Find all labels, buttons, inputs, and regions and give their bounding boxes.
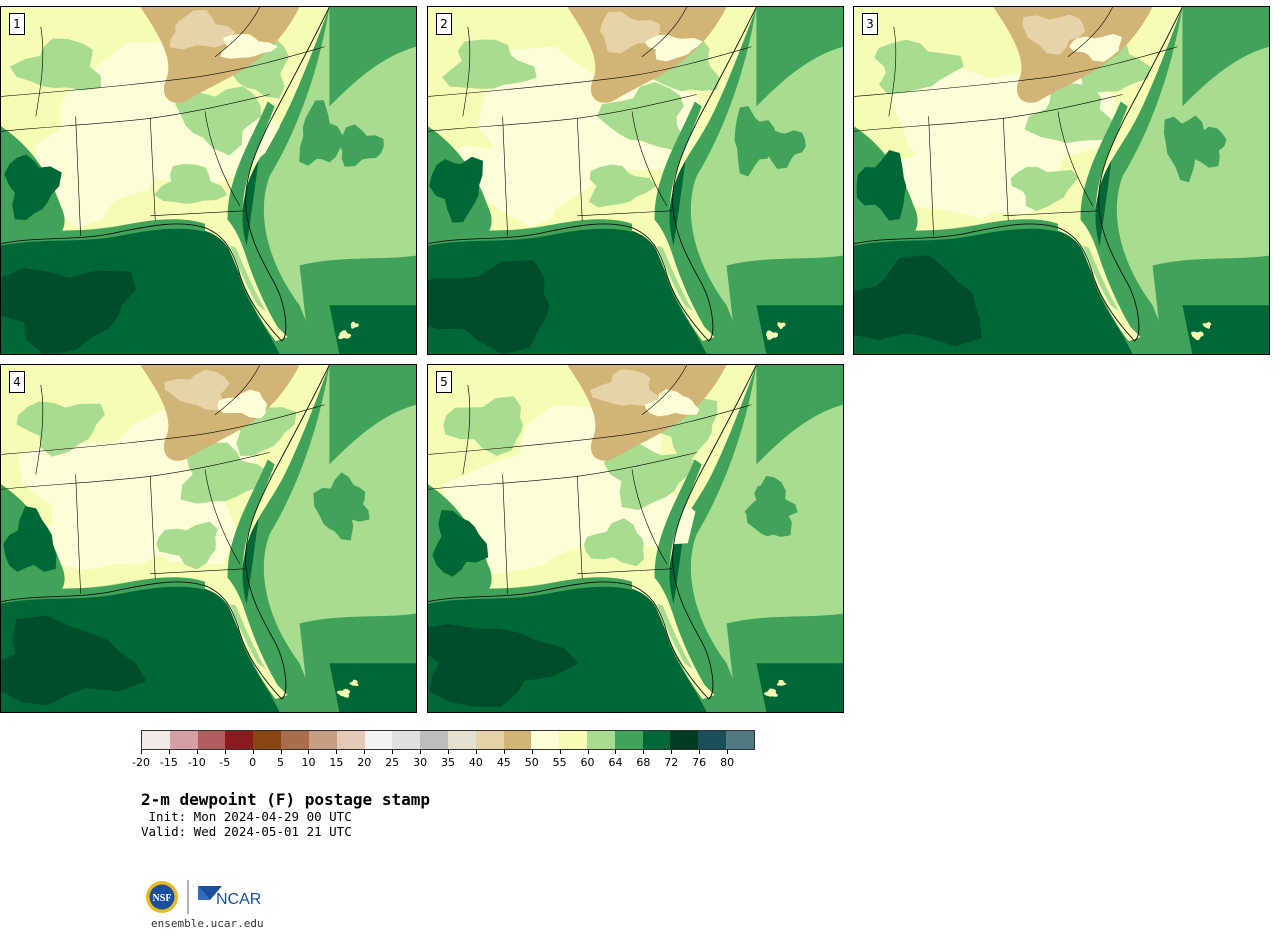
colorbar-swatch [420,731,448,749]
figure-title: 2-m dewpoint (F) postage stamp [141,790,430,809]
colorbar-swatch [531,731,560,749]
ensemble-member-panel: 5 [427,364,844,713]
colorbar-ticks: -20 -15 -10 -5 0 5 10 15 20 25 30 35 40 45 50 55 60 64 68 7… [132,750,755,770]
colorbar-swatch [503,731,532,749]
colorbar-tick-label: 60 [580,756,595,769]
colorbar-tick-label: 40 [468,756,483,769]
colorbar-tick [196,750,198,754]
colorbar-tick-label: 76 [692,756,707,769]
colorbar-tick-label: 45 [496,756,511,769]
ensemble-member-panel: 4 [0,364,417,713]
colorbar-swatch [336,731,365,749]
colorbar-swatch [308,731,337,749]
colorbar-tick-label: 50 [524,756,539,769]
colorbar-tick-label: 20 [357,756,372,769]
colorbar-tick [671,750,673,754]
colorbar-tick-label: 5 [277,756,285,769]
colorbar-tick [141,750,142,754]
colorbar-tick [168,750,170,754]
valid-time: Valid: Wed 2024-05-01 21 UTC [141,824,352,839]
ensemble-member-panel: 2 [427,6,844,355]
colorbar-tick-label: -20 [132,756,150,769]
colorbar-tick [392,750,394,754]
colorbar-tick [587,750,589,754]
colorbar-tick [308,750,310,754]
colorbar-tick-label: -10 [187,756,206,769]
colorbar-tick [643,750,645,754]
colorbar-tick [475,750,477,754]
colorbar-swatch [364,731,393,749]
colorbar-tick-label: 72 [664,756,679,769]
colorbar-tick [727,750,729,754]
ensemble-member-panel: 3 [853,6,1270,355]
colorbar-tick [448,750,449,754]
colorbar-swatch [197,731,226,749]
colorbar-tick [503,750,505,754]
website-url: ensemble.ucar.edu [151,917,264,930]
colorbar-tick [280,750,282,754]
panel-number-label: 1 [9,13,25,35]
colorbar-tick-label: 15 [329,756,344,769]
colorbar-swatch [642,731,671,749]
colorbar-tick [699,750,701,754]
colorbar-tick-label: 55 [552,756,567,769]
colorbar-tick-label: 10 [301,756,316,769]
ensemble-member-panel: 1 [0,6,417,355]
colorbar-tick-label: 68 [636,756,651,769]
nsf-ncar-logo: NSF NCAR [146,880,261,914]
colorbar-swatch [475,731,504,749]
colorbar-tick-label: -5 [219,756,231,769]
colorbar-tick-label: 25 [385,756,400,769]
colorbar-swatch [142,731,170,749]
colorbar-swatch [392,731,421,749]
colorbar-swatch [587,731,615,749]
init-time: Init: Mon 2024-04-29 00 UTC [141,809,352,824]
colorbar-tick-label: 35 [441,756,455,769]
colorbar-swatch [559,731,587,749]
colorbar-swatch [670,731,699,749]
colorbar-swatch [447,731,476,749]
colorbar-tick [615,750,617,754]
colorbar-tick-label: -15 [159,756,178,769]
colorbar-swatch [698,731,727,749]
colorbar-tick [364,750,366,754]
colorbar-swatch [614,731,643,749]
panel-number-label: 5 [436,371,452,393]
colorbar-swatch [169,731,198,749]
colorbar-swatch [253,731,282,749]
colorbar-tick-label: 64 [608,756,623,769]
panel-number-label: 3 [862,13,878,35]
colorbar-swatch [225,731,254,749]
colorbar-tick [559,750,561,754]
colorbar-tick-label: 30 [413,756,428,769]
colorbar-tick [336,750,338,754]
panel-number-label: 2 [436,13,452,35]
nsf-logo-text: NSF [153,893,172,904]
colorbar-tick [531,750,533,754]
colorbar-tick [224,750,226,754]
ncar-logo-text: NCAR [216,891,261,908]
panel-number-label: 4 [9,371,25,393]
colorbar-tick-label: 0 [249,756,257,769]
colorbar-tick-label: 80 [720,756,735,769]
colorbar-swatch [726,731,754,749]
colorbar-swatch [281,731,309,749]
colorbar [141,730,755,750]
colorbar-tick [252,750,254,754]
colorbar-tick [420,750,422,754]
